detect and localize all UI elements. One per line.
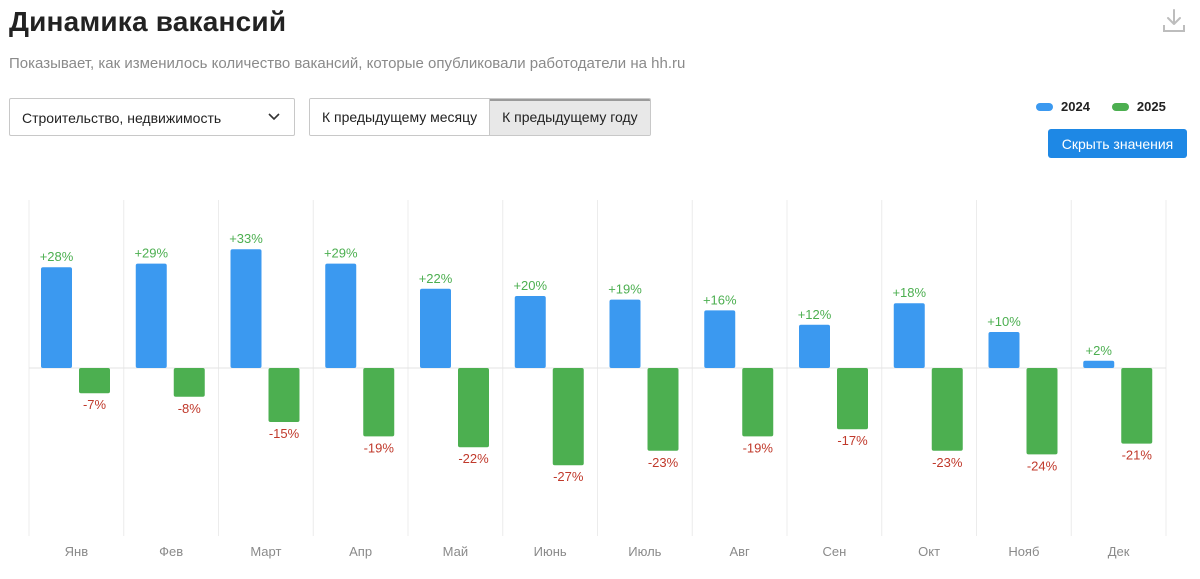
x-tick-label: Май: [443, 544, 468, 559]
data-label-2024: +20%: [513, 278, 547, 293]
data-label-2025: -8%: [178, 401, 202, 416]
download-icon[interactable]: [1161, 8, 1187, 34]
data-label-2025: -19%: [364, 440, 395, 455]
data-label-2025: -22%: [458, 451, 489, 466]
bar-2025: [1121, 368, 1153, 444]
data-label-2024: +33%: [229, 231, 263, 246]
bar-2025: [79, 368, 110, 394]
x-tick-label: Авг: [729, 544, 750, 559]
data-label-2024: +29%: [134, 246, 168, 261]
bar-2025: [931, 368, 963, 451]
bar-2024: [893, 303, 925, 368]
bar-2025: [647, 368, 679, 451]
compare-toggle[interactable]: К предыдущему месяцу К предыдущему году: [309, 98, 651, 136]
legend-label-2025: 2025: [1136, 99, 1166, 114]
x-tick-label: Окт: [918, 544, 940, 559]
data-label-2025: -7%: [83, 397, 107, 412]
bar-2025: [173, 368, 205, 397]
data-label-2025: -21%: [1122, 448, 1153, 463]
hide-values-button[interactable]: Скрыть значения: [1048, 129, 1187, 158]
x-tick-label: Фев: [159, 544, 183, 559]
bar-2024: [420, 288, 451, 368]
legend-item-2024[interactable]: 2024: [1036, 99, 1090, 114]
data-label-2024: +22%: [419, 271, 453, 286]
x-tick-label: Дек: [1108, 544, 1130, 559]
bar-2025: [742, 368, 774, 437]
bar-2025: [1026, 368, 1058, 455]
legend-swatch-2025: [1111, 102, 1129, 111]
bar-2024: [609, 299, 641, 368]
x-tick-label: Июль: [628, 544, 661, 559]
compare-year-option[interactable]: К предыдущему году: [489, 99, 650, 135]
legend-swatch-2024: [1036, 102, 1053, 111]
bar-2024: [41, 267, 72, 368]
data-label-2024: +18%: [892, 285, 926, 300]
page-subtitle: Показывает, как изменилось количество ва…: [9, 55, 686, 72]
data-label-2024: +10%: [987, 314, 1021, 329]
chevron-down-icon: [268, 113, 280, 121]
legend-item-2025[interactable]: 2025: [1111, 99, 1166, 114]
x-tick-label: Март: [250, 544, 281, 559]
data-label-2024: +2%: [1086, 343, 1113, 358]
bar-2024: [1083, 360, 1115, 368]
bar-2024: [135, 263, 167, 368]
industry-select[interactable]: Строительство, недвижимость: [9, 98, 295, 136]
data-label-2025: -27%: [553, 469, 584, 484]
data-label-2024: +19%: [608, 282, 642, 297]
x-tick-label: Нояб: [1008, 544, 1039, 559]
bar-2025: [837, 368, 868, 430]
bar-2024: [704, 310, 736, 368]
x-tick-label: Апр: [349, 544, 372, 559]
compare-month-option[interactable]: К предыдущему месяцу: [310, 99, 490, 135]
bar-2024: [514, 296, 546, 368]
data-label-2024: +28%: [40, 249, 74, 264]
data-label-2025: -17%: [837, 433, 868, 448]
bar-2024: [325, 263, 357, 368]
page-title: Динамика вакансий: [9, 6, 287, 37]
chart-legend: 2024 2025: [1036, 99, 1166, 114]
industry-select-value: Строительство, недвижимость: [22, 110, 222, 126]
x-tick-label: Янв: [65, 544, 89, 559]
x-tick-label: Сен: [822, 544, 846, 559]
bar-2025: [268, 368, 300, 422]
data-label-2025: -19%: [743, 440, 774, 455]
bar-2024: [230, 249, 262, 368]
bar-2025: [552, 368, 584, 466]
legend-label-2024: 2024: [1061, 99, 1090, 114]
bar-2025: [458, 368, 489, 448]
bar-2025: [363, 368, 395, 437]
data-label-2025: -24%: [1027, 458, 1058, 473]
data-label-2024: +12%: [798, 307, 832, 322]
data-label-2025: -23%: [648, 455, 679, 470]
bar-2024: [799, 324, 830, 368]
data-label-2024: +16%: [703, 292, 737, 307]
bar-2024: [988, 332, 1020, 368]
x-tick-label: Июнь: [534, 544, 567, 559]
data-label-2025: -23%: [932, 455, 963, 470]
data-label-2024: +29%: [324, 246, 358, 261]
data-label-2025: -15%: [269, 426, 300, 441]
